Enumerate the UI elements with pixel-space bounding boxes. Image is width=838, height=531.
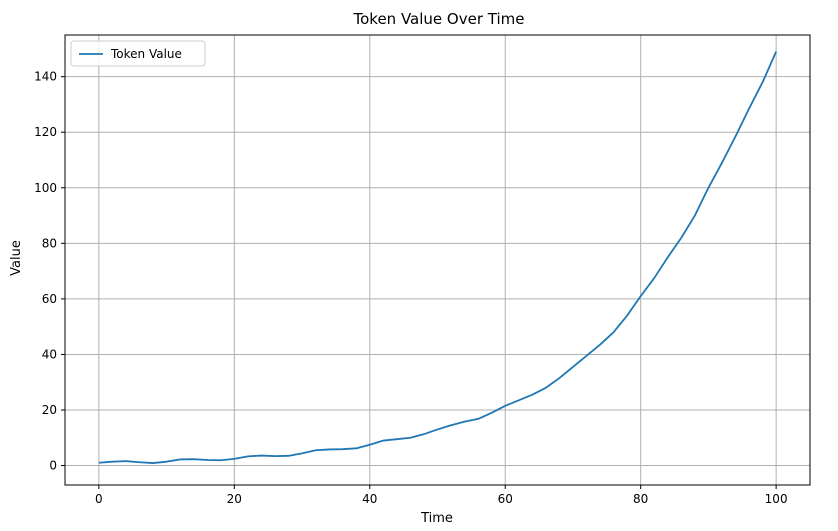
legend-label: Token Value xyxy=(110,47,182,61)
y-tick-label: 80 xyxy=(42,236,57,250)
y-axis-ticks: 0 20 40 60 80 100 120 140 xyxy=(34,70,65,473)
legend-box xyxy=(70,40,206,67)
x-tick-label: 60 xyxy=(498,492,513,506)
legend: Token Value xyxy=(70,40,206,67)
x-tick-label: 40 xyxy=(362,492,377,506)
x-axis-ticks: 0 20 40 60 80 100 xyxy=(95,485,788,506)
y-tick-label: 120 xyxy=(34,125,57,139)
y-tick-label: 0 xyxy=(49,459,57,473)
x-axis-label: Time xyxy=(420,511,453,526)
grid xyxy=(65,35,810,485)
x-tick-label: 100 xyxy=(765,492,788,506)
plot-frame xyxy=(64,34,811,486)
series-line-0 xyxy=(98,51,777,464)
x-tick-label: 20 xyxy=(227,492,242,506)
x-tick-label: 0 xyxy=(95,492,103,506)
y-tick-label: 140 xyxy=(34,70,57,84)
y-tick-label: 100 xyxy=(34,181,57,195)
y-tick-label: 20 xyxy=(42,403,57,417)
y-tick-label: 60 xyxy=(42,292,57,306)
y-axis-label: Value xyxy=(9,240,24,276)
series-layer xyxy=(98,51,777,464)
y-tick-label: 40 xyxy=(42,347,57,361)
x-tick-label: 80 xyxy=(633,492,648,506)
chart-title: Token Value Over Time xyxy=(353,10,525,28)
